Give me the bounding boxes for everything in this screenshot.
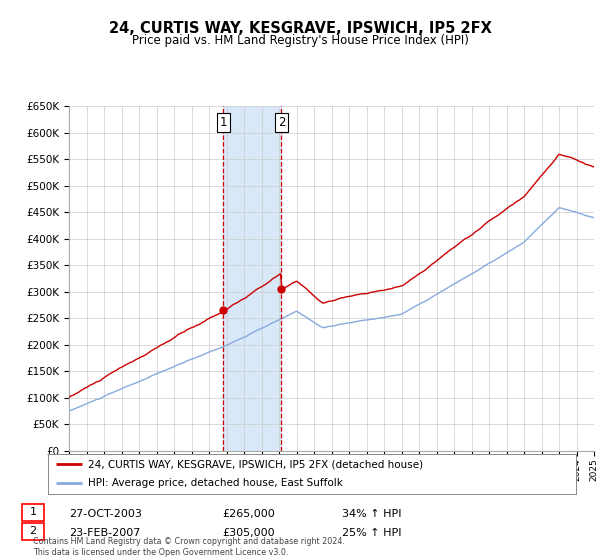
FancyBboxPatch shape	[22, 504, 44, 521]
Text: 1: 1	[29, 507, 37, 517]
Bar	[223, 106, 281, 451]
Text: 2: 2	[278, 116, 285, 129]
Text: 27-OCT-2003: 27-OCT-2003	[69, 509, 142, 519]
Text: 34% ↑ HPI: 34% ↑ HPI	[342, 509, 401, 519]
Text: 2: 2	[29, 526, 37, 536]
FancyBboxPatch shape	[22, 523, 44, 540]
Text: 23-FEB-2007: 23-FEB-2007	[69, 528, 140, 538]
Text: 1: 1	[220, 116, 227, 129]
Text: Price paid vs. HM Land Registry's House Price Index (HPI): Price paid vs. HM Land Registry's House …	[131, 34, 469, 46]
Text: 25% ↑ HPI: 25% ↑ HPI	[342, 528, 401, 538]
Text: £265,000: £265,000	[222, 509, 275, 519]
Text: 24, CURTIS WAY, KESGRAVE, IPSWICH, IP5 2FX: 24, CURTIS WAY, KESGRAVE, IPSWICH, IP5 2…	[109, 21, 491, 36]
Text: HPI: Average price, detached house, East Suffolk: HPI: Average price, detached house, East…	[88, 478, 343, 488]
Text: £305,000: £305,000	[222, 528, 275, 538]
Text: Contains HM Land Registry data © Crown copyright and database right 2024.
This d: Contains HM Land Registry data © Crown c…	[33, 537, 345, 557]
Text: 24, CURTIS WAY, KESGRAVE, IPSWICH, IP5 2FX (detached house): 24, CURTIS WAY, KESGRAVE, IPSWICH, IP5 2…	[88, 460, 423, 469]
